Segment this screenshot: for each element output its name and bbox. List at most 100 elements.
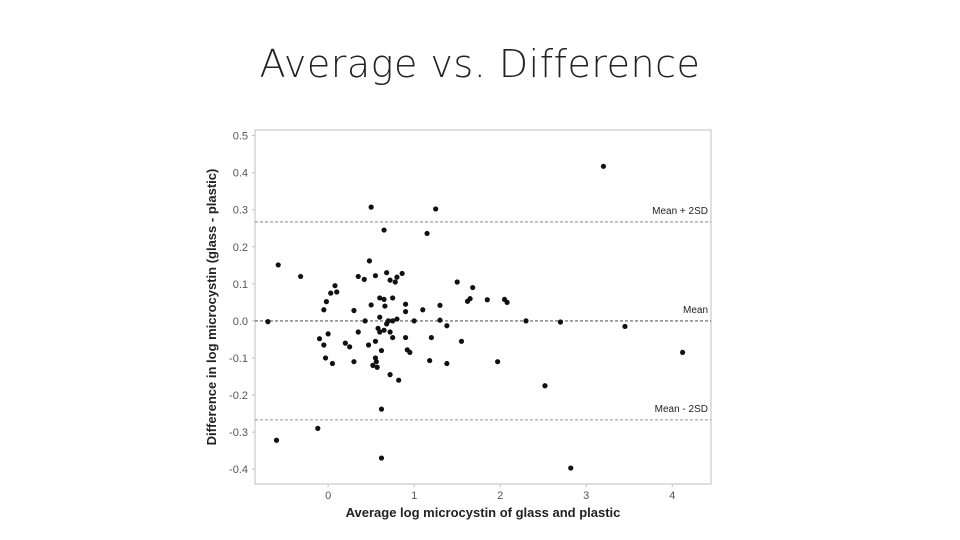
data-point	[384, 321, 390, 327]
data-point	[622, 323, 628, 330]
data-point	[378, 455, 385, 461]
data-point	[325, 331, 331, 337]
data-point	[387, 329, 393, 335]
data-point	[458, 338, 465, 344]
data-point	[362, 318, 368, 324]
data-point	[332, 283, 338, 289]
x-tick-label: 3	[583, 490, 589, 502]
data-point	[361, 276, 367, 282]
data-point	[437, 317, 443, 323]
data-point	[454, 279, 460, 285]
reference-line-label: Mean + 2SD	[652, 206, 708, 217]
x-tick-label: 4	[669, 490, 675, 502]
data-point	[411, 318, 417, 324]
data-point	[390, 334, 396, 341]
plot-frame	[254, 129, 712, 485]
data-point	[396, 377, 402, 383]
y-axis-title: Difference in log microcystin (glass - p…	[204, 169, 219, 446]
y-tick-label: 0.0	[233, 316, 248, 328]
data-point	[394, 316, 400, 322]
data-point	[275, 262, 281, 268]
data-point	[424, 230, 430, 237]
data-point	[381, 227, 387, 233]
y-tick-label: 0.2	[233, 242, 248, 254]
data-point	[680, 349, 686, 356]
data-point	[365, 342, 372, 348]
data-point	[328, 290, 334, 296]
reference-line-label: Mean - 2SD	[655, 404, 708, 415]
data-point	[384, 270, 390, 276]
data-point	[390, 295, 396, 301]
data-point	[273, 437, 280, 443]
data-point	[377, 295, 383, 301]
data-point	[464, 298, 471, 304]
data-point	[382, 303, 388, 309]
x-tick-label: 2	[497, 490, 503, 502]
data-point	[394, 274, 400, 280]
y-tick-label: 0.3	[233, 205, 248, 217]
data-point	[351, 307, 357, 314]
data-point	[368, 302, 374, 308]
x-tick-label: 0	[325, 490, 331, 502]
data-point	[568, 465, 574, 471]
data-point	[470, 284, 476, 291]
data-point	[316, 336, 323, 342]
data-point	[402, 334, 409, 341]
data-point	[372, 338, 379, 344]
data-point	[366, 258, 373, 264]
data-point	[321, 342, 327, 348]
data-point	[437, 302, 443, 308]
y-tick-label: 0.5	[233, 131, 248, 143]
data-point	[351, 359, 357, 365]
data-point	[428, 334, 434, 341]
data-point	[600, 163, 607, 169]
data-point	[322, 355, 329, 361]
x-axis-title: Average log microcystin of glass and pla…	[346, 505, 621, 520]
x-axis: 0 1 2 3 4	[325, 484, 675, 502]
data-point	[387, 372, 393, 378]
data-point	[407, 349, 413, 356]
data-point	[373, 359, 379, 365]
data-point	[484, 297, 490, 303]
data-point	[390, 318, 396, 324]
data-point	[355, 329, 361, 335]
slide-title: Average vs. Difference	[259, 42, 701, 86]
reference-line-label: Mean	[683, 305, 708, 316]
data-point	[557, 319, 564, 325]
data-point	[370, 362, 376, 368]
data-point	[387, 277, 393, 283]
data-point	[374, 364, 380, 370]
data-point	[420, 307, 426, 313]
data-point	[381, 327, 387, 333]
reference-lines: Mean + 2SD Mean Mean - 2SD	[255, 206, 711, 421]
data-point	[321, 307, 327, 313]
data-point	[504, 299, 510, 305]
y-axis: 0.5 0.4 0.3 0.2 0.1 0.0 -0.1 -0.2 -0.3 -0.4	[229, 131, 255, 476]
data-point	[377, 314, 383, 320]
data-point	[347, 344, 353, 350]
data-point	[334, 289, 340, 295]
data-point	[377, 329, 383, 335]
data-point	[399, 270, 405, 277]
data-point	[523, 318, 529, 324]
data-point	[392, 279, 398, 285]
data-point	[323, 299, 330, 305]
data-point	[444, 360, 450, 367]
x-tick-label: 1	[411, 490, 417, 502]
data-point	[355, 273, 361, 280]
data-point	[427, 357, 433, 364]
data-point	[381, 296, 387, 303]
y-tick-label: 0.4	[233, 168, 248, 180]
data-point	[542, 383, 548, 389]
data-point	[368, 204, 374, 210]
data-point	[402, 301, 409, 307]
data-point	[433, 206, 439, 212]
data-point	[402, 309, 409, 315]
y-tick-label: -0.3	[229, 427, 248, 439]
data-point	[372, 273, 379, 279]
data-point	[265, 319, 271, 325]
data-point	[329, 360, 336, 367]
data-point	[495, 359, 501, 365]
y-tick-label: -0.2	[229, 390, 248, 402]
